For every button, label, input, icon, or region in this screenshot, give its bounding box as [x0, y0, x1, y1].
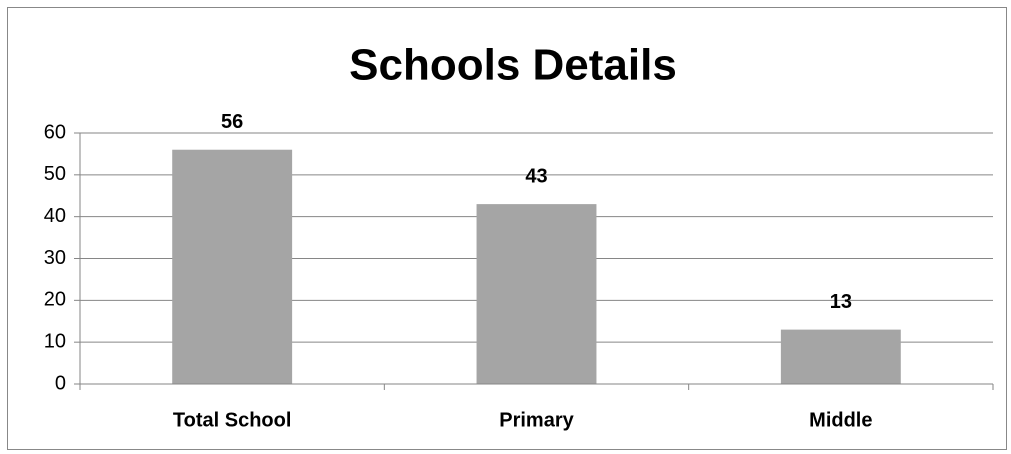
- x-tick-label: Total School: [173, 409, 292, 431]
- chart-title: Schools Details: [349, 41, 677, 90]
- bar: [780, 329, 901, 384]
- y-tick-label: 20: [44, 289, 66, 311]
- bar: [172, 149, 293, 384]
- y-tick-label: 10: [44, 330, 66, 352]
- data-label: 13: [830, 291, 852, 313]
- bar: [476, 204, 597, 384]
- y-tick-label: 40: [44, 205, 66, 227]
- x-tick-label: Primary: [499, 409, 574, 431]
- data-label: 56: [221, 111, 243, 133]
- y-tick-label: 60: [44, 121, 66, 143]
- y-tick-label: 30: [44, 247, 66, 269]
- x-tick-label: Middle: [809, 409, 872, 431]
- data-label: 43: [525, 165, 547, 187]
- y-tick-label: 0: [55, 372, 66, 394]
- y-tick-label: 50: [44, 163, 66, 185]
